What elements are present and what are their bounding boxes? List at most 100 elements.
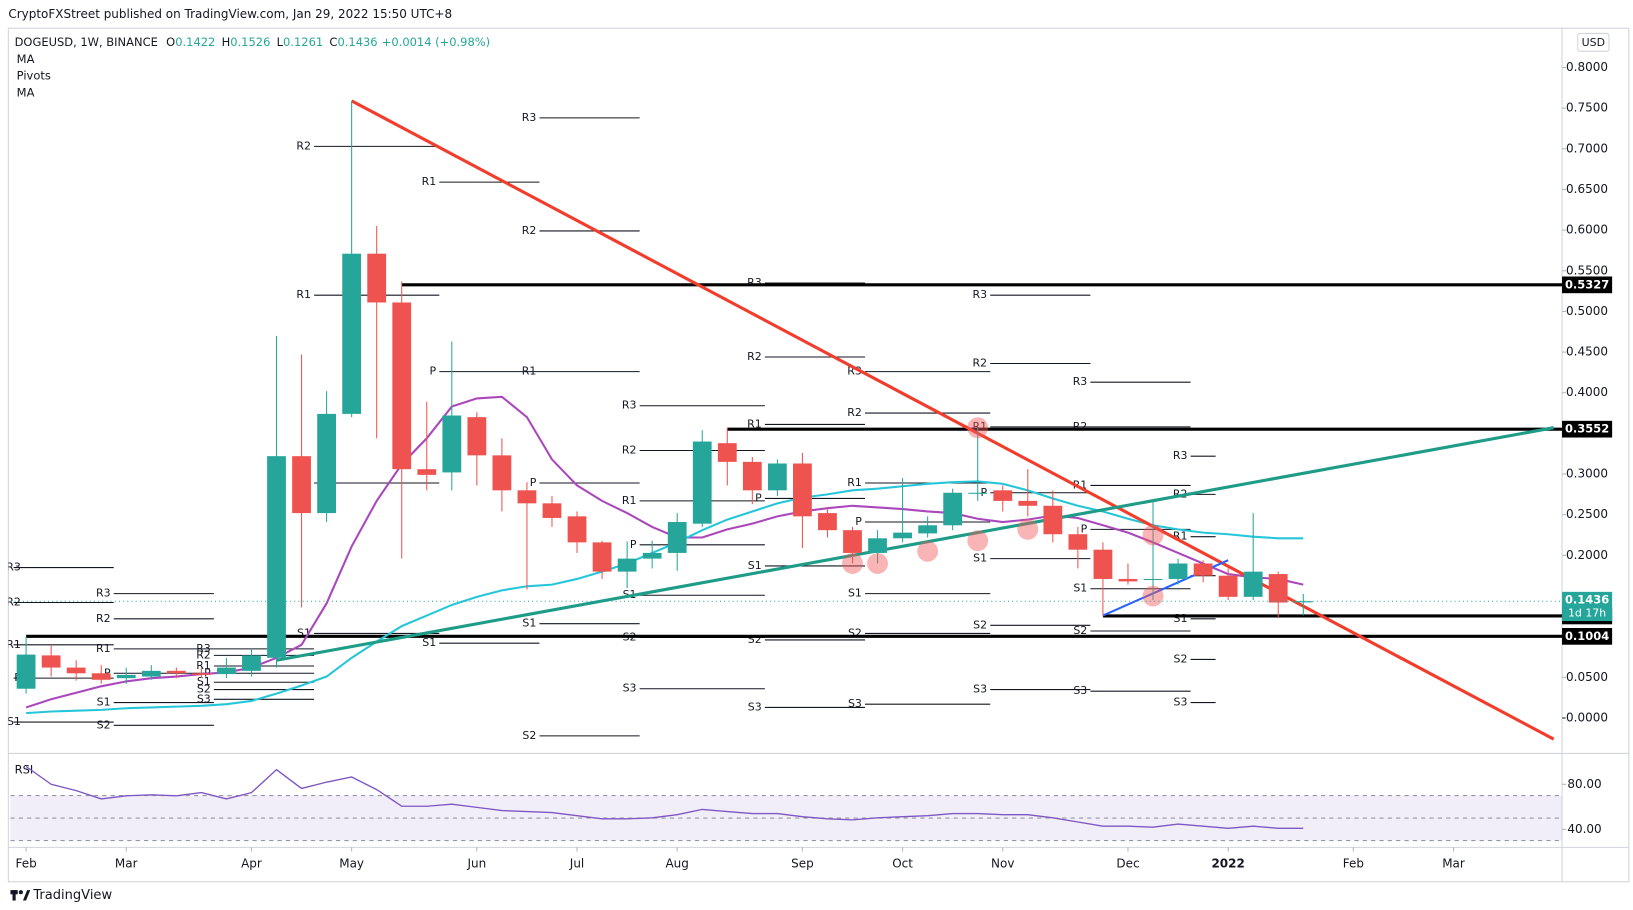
current-price-label: 0.1436 (1565, 593, 1609, 607)
candle-body (292, 456, 311, 514)
pivot-label: S3 (748, 700, 762, 713)
pivot-label: R2 (522, 224, 537, 237)
candle-body (818, 513, 837, 531)
trendline (350, 99, 1555, 741)
candle-body (1218, 575, 1238, 597)
candle-body (141, 670, 161, 677)
y-tick-label: 0.2500 (1566, 507, 1608, 521)
candle-body (893, 532, 912, 539)
x-tick-label: Jun (466, 857, 486, 871)
pivot-label: R1 (847, 476, 862, 489)
highlight (842, 553, 863, 574)
level-box (1562, 276, 1613, 294)
pivot-label: R2 (973, 356, 988, 369)
x-tick-label: Mar (1442, 857, 1465, 871)
candle-body (642, 552, 662, 559)
candle-body (667, 522, 687, 553)
y-tick-label: 0.7000 (1566, 141, 1608, 155)
pivot-label: R2 (96, 612, 111, 625)
candle-body (1143, 578, 1163, 580)
candle-body (1193, 563, 1213, 576)
candle-body (392, 302, 412, 470)
pivot-label: R2 (6, 596, 21, 609)
logo-stem (12, 890, 16, 901)
pivot-label: R2 (1073, 420, 1088, 433)
pivot-label: R3 (6, 561, 21, 574)
candle-body (517, 490, 537, 504)
pivot-label: R1 (622, 494, 637, 507)
pivot-label: R1 (96, 642, 111, 655)
y-tick-label: -0.0000 (1562, 711, 1608, 725)
pivot-label: S3 (197, 692, 211, 705)
level-label: 0.3552 (1565, 422, 1609, 436)
pivot-label: S1 (422, 636, 436, 649)
footer-brand: TradingView (32, 888, 112, 903)
pivot-label: S2 (522, 729, 536, 742)
pivot-label: S2 (197, 683, 211, 696)
y-tick-label: 0.3000 (1566, 467, 1608, 481)
candle-body (592, 542, 612, 572)
candle-body (1043, 505, 1063, 535)
pivot-label: R3 (1073, 375, 1088, 388)
rsi-tick-label: 80.00 (1567, 777, 1601, 791)
pivot-label: S2 (973, 618, 987, 631)
pivot-label: R2 (847, 406, 862, 419)
candle-body (617, 558, 637, 572)
pivot-label: S1 (7, 715, 21, 728)
pivot-label: R3 (1173, 449, 1188, 462)
level-box (1562, 628, 1613, 645)
x-tick-label: Dec (1116, 857, 1139, 871)
ohlc-value: 0.1261 (283, 34, 323, 48)
x-tick-label: Nov (991, 857, 1014, 871)
pivot-label: P (430, 365, 437, 378)
candle-body (492, 455, 512, 491)
candle-body (968, 492, 988, 494)
ohlc-value: 0.1526 (230, 34, 270, 48)
candle-body (868, 538, 887, 553)
x-tick-label: Feb (15, 857, 36, 871)
ohlc-key: O (166, 34, 175, 48)
x-tick-label: Sep (791, 857, 814, 871)
level-label: 0.1004 (1565, 629, 1609, 643)
x-tick-label: Oct (892, 857, 913, 871)
rsi-band (10, 795, 1563, 841)
pivot-label: R3 (96, 587, 111, 600)
logo-slash (22, 890, 31, 901)
candle-body (267, 456, 286, 658)
currency[interactable]: USD (1582, 36, 1605, 49)
countdown: 1d 17h (1568, 607, 1606, 620)
ohlc-key: H (222, 34, 231, 48)
x-tick-label: May (339, 857, 364, 871)
candle-body (242, 655, 261, 671)
candle-body (1293, 601, 1313, 603)
x-tick-label: Aug (665, 857, 688, 871)
pivot-label: P (104, 666, 111, 679)
pivot-label: R3 (973, 288, 988, 301)
pivot-label: R1 (196, 659, 211, 672)
currency-box[interactable] (1577, 32, 1610, 52)
trendline (276, 426, 1554, 662)
pivot-label: R3 (196, 642, 211, 655)
pivot-label: S1 (848, 587, 862, 600)
candle-body (717, 443, 737, 462)
candle-body (1068, 534, 1088, 550)
pivot-label: S1 (97, 696, 111, 709)
candle-body (542, 503, 562, 518)
pivot-label: S1 (197, 675, 211, 688)
candle-body (767, 463, 787, 491)
pivot-label: P (1081, 522, 1088, 535)
logo-dot (18, 890, 23, 895)
pivot-label: S3 (1073, 684, 1087, 697)
pivot-label: S3 (848, 697, 862, 710)
current-price-box (1562, 591, 1613, 622)
pivot-label: R3 (747, 276, 762, 289)
candle-body (66, 667, 86, 674)
pivot-label: R1 (422, 175, 437, 188)
x-tick-label: Mar (115, 857, 138, 871)
x-tick-label: Jul (569, 857, 584, 871)
pivot-label: P (980, 486, 987, 499)
pivot-label: P (630, 538, 637, 551)
frame (7, 27, 1630, 883)
pivot-label: S1 (1073, 582, 1087, 595)
